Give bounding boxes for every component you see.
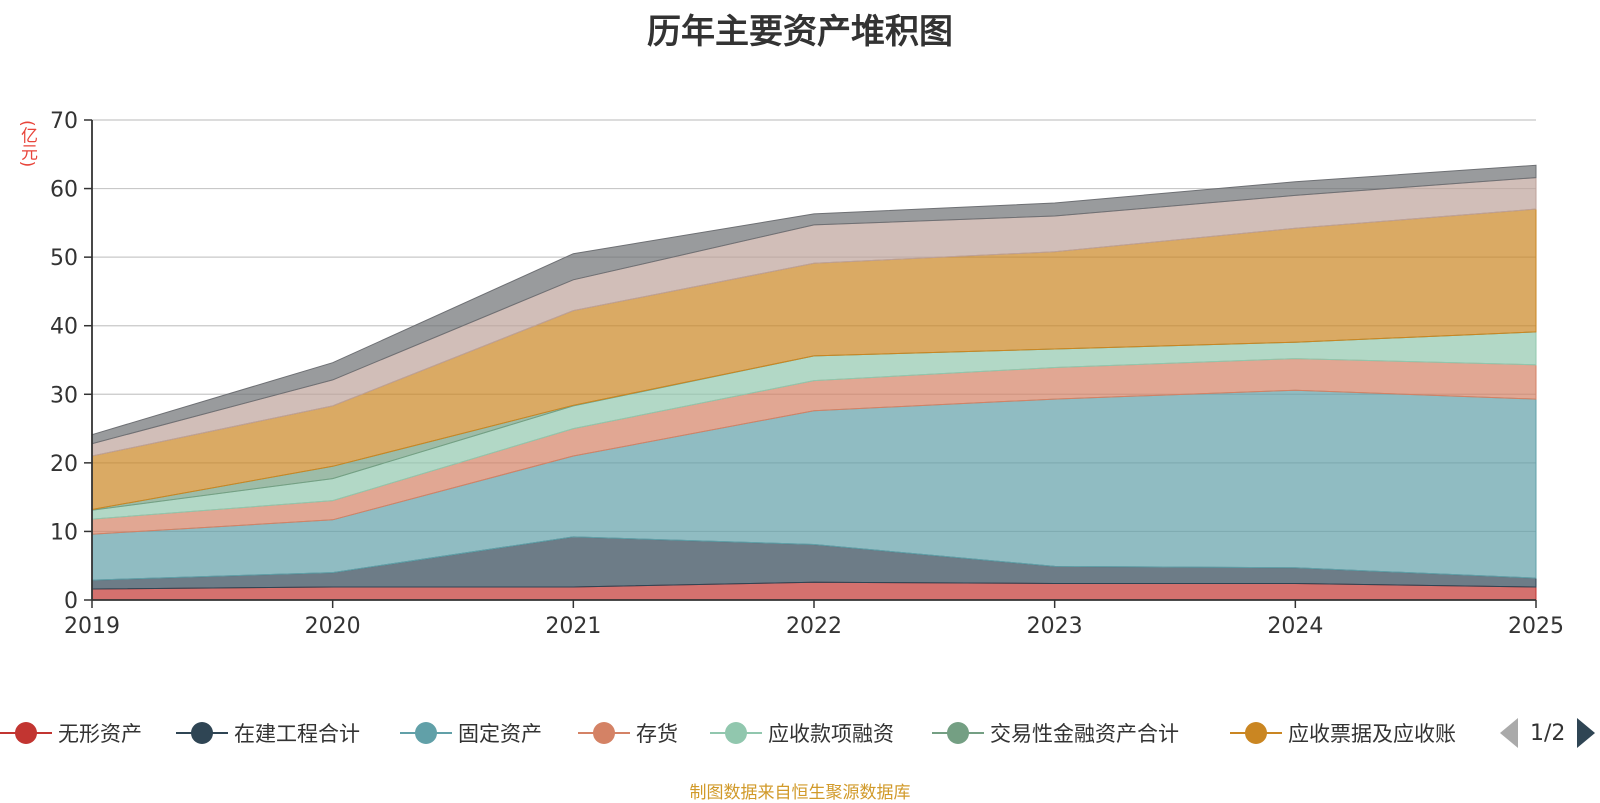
legend-marker-icon [578,716,630,750]
axes: 0 10 20 30 40 50 60 70 2019 2020 2021 2022 2023 2024 2… [50,109,1564,639]
data-source-note: 制图数据来自恒生聚源数据库 [689,783,911,803]
y-tick-label: 20 [50,452,78,477]
y-tick-label: 50 [50,246,78,271]
legend-pager: 1/2 [1500,716,1596,750]
legend-item-intangible-assets[interactable]: 无形资产 [0,716,142,750]
y-tick-label: 10 [50,520,78,545]
y-tick-label: 30 [50,383,78,408]
x-tick-label: 2023 [1027,614,1083,639]
legend-marker-icon [176,716,228,750]
legend-label: 交易性金融资产合计 [990,722,1179,746]
legend-label: 无形资产 [58,722,142,746]
legend-item-construction-in-progress[interactable]: 在建工程合计 [176,716,360,750]
legend-item-trading-financial-assets[interactable]: 交易性金融资产合计 [932,716,1179,750]
legend-label: 在建工程合计 [234,722,360,746]
legend-item-inventory[interactable]: 存货 [578,716,678,750]
legend: 无形资产 在建工程合计 固定资产 存货 应收款项融资 交易性金融资产合计 应收票… [0,716,1600,750]
x-tick-label: 2021 [545,614,601,639]
stacked-area-chart: 0 10 20 30 40 50 60 70 2019 2020 2021 2022 2023 2024 2… [50,109,1564,639]
legend-marker-icon [1230,716,1282,750]
legend-item-fixed-assets[interactable]: 固定资产 [400,716,542,750]
legend-prev-page-icon[interactable] [1500,718,1518,748]
legend-label: 应收票据及应收账 [1288,722,1456,746]
legend-marker-icon [400,716,452,750]
y-tick-label: 70 [50,109,78,134]
y-axis-unit-label: (亿元) [17,120,37,168]
y-tick-label: 0 [64,589,78,614]
legend-label: 存货 [636,722,678,746]
area-series [91,164,1537,601]
legend-item-receivables-financing[interactable]: 应收款项融资 [710,716,894,750]
y-tick-label: 60 [50,178,78,203]
legend-marker-icon [932,716,984,750]
x-tick-label: 2020 [305,614,361,639]
legend-next-page-icon[interactable] [1577,718,1596,748]
legend-marker-icon [0,716,52,750]
x-tick-label: 2024 [1267,614,1323,639]
y-tick-label: 40 [50,315,78,340]
area-series-9 [91,164,1537,445]
chart-title: 历年主要资产堆积图 [647,12,953,52]
x-tick-label: 2025 [1508,614,1564,639]
legend-label: 应收款项融资 [768,722,894,746]
legend-marker-icon [710,716,762,750]
legend-label: 固定资产 [458,722,542,746]
x-tick-label: 2019 [64,614,120,639]
x-tick-label: 2022 [786,614,842,639]
legend-page-indicator: 1/2 [1530,720,1566,746]
legend-item-notes-and-accounts-receivable[interactable]: 应收票据及应收账 [1230,716,1456,750]
